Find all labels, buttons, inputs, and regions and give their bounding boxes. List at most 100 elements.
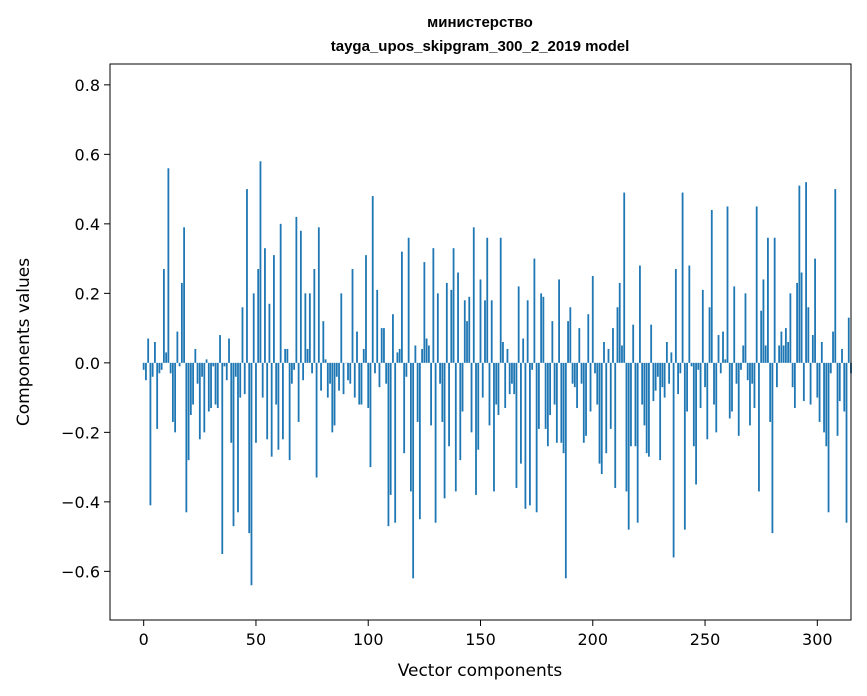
x-tick-label: 100 — [353, 630, 384, 649]
y-tick-label: 0.6 — [75, 145, 100, 164]
bar-299 — [814, 258, 816, 363]
bar-163 — [508, 362, 511, 395]
bar-69 — [297, 362, 300, 422]
bar-208 — [609, 362, 612, 429]
bar-18 — [183, 227, 185, 363]
bar-220 — [636, 362, 639, 523]
bar-57 — [270, 362, 273, 457]
bar-223 — [643, 362, 646, 426]
bar-185 — [558, 279, 560, 363]
bar-190 — [569, 307, 572, 363]
bar-76 — [313, 269, 316, 363]
bar-219 — [634, 362, 637, 447]
bar-309 — [836, 362, 839, 436]
bar-98 — [362, 348, 365, 363]
bar-66 — [290, 362, 293, 384]
bar-141 — [459, 362, 462, 461]
bar-123 — [418, 362, 421, 520]
chart-title-line-2: tayga_upos_skipgram_300_2_2019 model — [331, 38, 630, 55]
bar-243 — [688, 265, 691, 363]
bar-214 — [623, 192, 626, 363]
bar-224 — [645, 362, 648, 454]
bar-221 — [639, 265, 641, 363]
bar-96 — [358, 362, 361, 405]
bar-75 — [311, 362, 313, 374]
bar-67 — [293, 362, 296, 370]
bar-35 — [221, 362, 224, 554]
bar-7 — [158, 362, 161, 374]
bar-114 — [398, 348, 401, 363]
bar-302 — [820, 342, 823, 363]
x-tick-label: 50 — [246, 630, 266, 649]
bar-247 — [697, 362, 700, 370]
bar-119 — [409, 362, 412, 492]
x-axis-label: Vector components — [398, 661, 563, 681]
bar-201 — [594, 362, 596, 374]
bar-176 — [537, 362, 540, 429]
bar-246 — [695, 362, 697, 485]
bar-64 — [286, 348, 289, 363]
bar-210 — [614, 362, 617, 488]
bar-237 — [674, 269, 677, 363]
bar-188 — [564, 362, 567, 579]
bar-121 — [414, 345, 417, 363]
bar-22 — [192, 362, 194, 405]
bar-268 — [744, 293, 747, 363]
bar-207 — [607, 348, 610, 363]
bar-125 — [423, 262, 426, 363]
bar-226 — [650, 324, 653, 363]
bar-307 — [832, 331, 834, 363]
bar-102 — [371, 196, 374, 363]
bar-107 — [383, 328, 385, 363]
bar-277 — [764, 345, 767, 363]
bar-198 — [587, 314, 590, 363]
bar-104 — [376, 289, 379, 363]
bar-286 — [784, 328, 787, 363]
bar-192 — [573, 362, 576, 388]
bar-2 — [147, 338, 150, 363]
y-tick-label: 0.2 — [75, 284, 100, 303]
bar-127 — [427, 345, 430, 363]
bar-149 — [477, 362, 480, 450]
bar-103 — [374, 362, 376, 374]
bar-184 — [555, 362, 558, 443]
bar-308 — [834, 189, 837, 363]
bar-70 — [299, 230, 302, 363]
bar-36 — [223, 362, 226, 367]
bar-124 — [421, 348, 424, 363]
bar-275 — [760, 310, 763, 363]
bar-293 — [800, 272, 803, 363]
bar-139 — [454, 362, 457, 492]
bar-129 — [432, 248, 435, 363]
bar-147 — [472, 227, 475, 363]
bar-216 — [627, 362, 630, 530]
bar-250 — [704, 362, 706, 388]
bar-218 — [632, 324, 635, 363]
bar-41 — [234, 362, 237, 377]
bar-32 — [214, 362, 217, 405]
bar-253 — [710, 209, 713, 363]
y-tick-label: 0.4 — [75, 215, 100, 234]
bar-263 — [733, 286, 736, 363]
bar-126 — [425, 338, 428, 363]
bar-143 — [463, 300, 466, 363]
bar-105 — [378, 362, 381, 388]
bar-261 — [728, 362, 731, 419]
bar-80 — [322, 321, 325, 363]
bar-17 — [180, 282, 183, 363]
bar-165 — [513, 362, 516, 395]
bar-30 — [210, 362, 212, 409]
bar-142 — [461, 362, 464, 412]
bar-282 — [776, 362, 778, 388]
bar-287 — [787, 342, 790, 363]
bar-174 — [533, 258, 536, 363]
bar-259 — [724, 359, 727, 363]
bar-16 — [178, 362, 181, 367]
bar-29 — [207, 362, 210, 412]
bar-86 — [335, 362, 338, 377]
bar-288 — [789, 293, 792, 363]
bar-72 — [304, 293, 307, 363]
bar-63 — [284, 348, 287, 363]
bar-39 — [230, 362, 233, 443]
bar-298 — [811, 335, 814, 363]
